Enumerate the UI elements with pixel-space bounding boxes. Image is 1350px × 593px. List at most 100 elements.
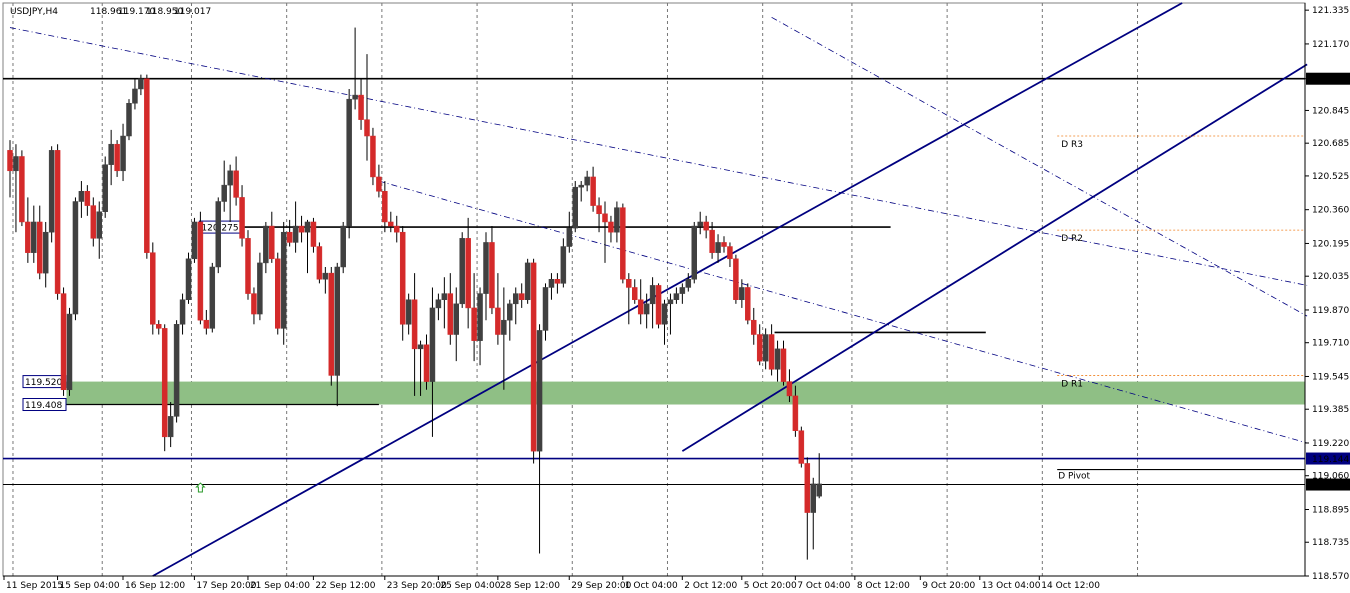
- y-tick-label: 119.870: [1312, 306, 1349, 316]
- candle-body: [602, 213, 608, 223]
- candle-body: [150, 252, 156, 325]
- support-zone-layer: [66, 381, 1305, 405]
- candle-body: [191, 221, 198, 260]
- candle-body: [536, 330, 543, 452]
- candle-body: [42, 231, 49, 274]
- candle-body: [7, 150, 13, 172]
- level-119520-label: 119.520: [25, 378, 62, 388]
- upper-channel-trendline: [152, 2, 1183, 577]
- candle-body: [209, 266, 216, 329]
- candle-body: [364, 119, 370, 137]
- y-tick-label: 119.385: [1312, 405, 1349, 415]
- y-tick-label: 120.525: [1312, 172, 1349, 182]
- candle-body: [399, 231, 406, 325]
- x-tick-label: 21 Sep 04:00: [250, 581, 310, 591]
- chart-high: 119.170: [118, 7, 155, 17]
- y-axis: 121.335 121.170 121.000 120.845 120.685 120.5…: [1304, 3, 1350, 582]
- candle-body: [322, 272, 329, 280]
- pivot-label: D R2: [1061, 234, 1083, 244]
- x-tick-label: 17 Sep 20:00: [196, 581, 256, 591]
- candle-body: [120, 135, 126, 172]
- x-tick-label: 7 Oct 04:00: [797, 581, 850, 591]
- candle-body: [792, 395, 799, 431]
- candle-body: [762, 334, 769, 362]
- candle-body: [334, 266, 340, 376]
- descending-2-trendline: [378, 180, 1308, 444]
- x-tick-label: 28 Sep 12:00: [500, 581, 560, 591]
- level-119408-label: 119.408: [25, 401, 62, 411]
- candle-body: [786, 381, 793, 397]
- candle-body: [328, 272, 335, 376]
- candle-body: [405, 299, 412, 325]
- candle-body: [37, 221, 43, 274]
- candle-body: [340, 225, 346, 268]
- candle-body: [453, 303, 459, 335]
- candle-body: [358, 94, 364, 120]
- candle-body: [72, 201, 79, 315]
- up-arrow-icon: [195, 482, 206, 493]
- x-tick-label: 9 Oct 20:00: [922, 581, 975, 591]
- x-tick-label: 16 Sep 12:00: [125, 581, 185, 591]
- candle-body: [60, 293, 67, 391]
- candle-body: [447, 293, 454, 335]
- candle-body: [25, 221, 31, 253]
- candle-body: [590, 176, 596, 206]
- candle-body: [643, 303, 650, 315]
- candle-body: [66, 313, 73, 391]
- candle-body: [489, 242, 495, 309]
- candle-body: [173, 324, 180, 417]
- candle-body: [709, 229, 715, 253]
- current-price-price-tag: [1306, 478, 1350, 491]
- candle-body: [429, 307, 436, 382]
- pivot-levels-layer: D R3 D R2 D R1 D Pivot: [1057, 135, 1305, 482]
- candle-body: [739, 287, 745, 300]
- chart-symbol: USDJPY,H4: [10, 7, 58, 17]
- candle-body: [632, 287, 638, 300]
- candle-body: [751, 319, 757, 335]
- candle-body: [13, 156, 19, 172]
- candle-body: [316, 246, 323, 280]
- candle-body: [251, 293, 257, 315]
- candle-body: [798, 430, 805, 464]
- candle-body: [554, 279, 561, 284]
- candle-body: [352, 94, 358, 100]
- candle-body: [370, 135, 376, 178]
- candle-body: [477, 293, 483, 341]
- candle-body: [637, 299, 644, 315]
- x-tick-label: 1 Oct 04:00: [625, 581, 678, 591]
- candle-body: [661, 303, 668, 325]
- candle-body: [816, 483, 822, 497]
- candle-body: [96, 211, 102, 239]
- candle-body: [167, 416, 174, 438]
- candle-body: [156, 324, 162, 329]
- candle-body: [292, 225, 299, 243]
- resistance-121-price-tag-label: 121.000: [1312, 75, 1349, 85]
- candle-body: [394, 225, 400, 233]
- candle-body: [114, 143, 120, 172]
- x-tick-label: 13 Oct 04:00: [982, 581, 1041, 591]
- candle-body: [768, 334, 775, 370]
- candle-body: [679, 287, 686, 294]
- y-tick-label: 121.335: [1312, 6, 1349, 16]
- support-zone: [66, 381, 1305, 405]
- candle-body: [703, 221, 709, 231]
- candle-body: [376, 176, 382, 192]
- candle-body: [756, 334, 763, 362]
- pivot-label: D Pivot: [1058, 472, 1090, 482]
- pivot-label: D R1: [1061, 379, 1083, 389]
- candle-body: [257, 262, 263, 315]
- y-tick-label: 118.895: [1312, 505, 1349, 515]
- candles-layer: [7, 27, 822, 560]
- candle-body: [197, 221, 204, 321]
- candle-body: [530, 262, 537, 452]
- candle-body: [78, 191, 85, 202]
- candle-body: [102, 164, 108, 212]
- y-tick-label: 121.170: [1312, 40, 1349, 50]
- y-tick-label: 120.685: [1312, 139, 1349, 149]
- candle-body: [507, 303, 513, 321]
- candle-body: [691, 225, 697, 280]
- candle-body: [108, 143, 114, 165]
- candle-body: [745, 287, 751, 321]
